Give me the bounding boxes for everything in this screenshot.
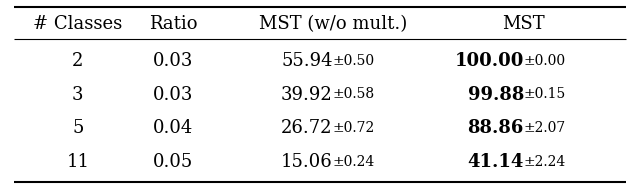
- Text: ±0.24: ±0.24: [333, 155, 375, 169]
- Text: ±0.15: ±0.15: [524, 88, 566, 101]
- Text: 11: 11: [67, 153, 90, 170]
- Text: Ratio: Ratio: [149, 15, 198, 33]
- Text: MST (w/o mult.): MST (w/o mult.): [259, 15, 407, 33]
- Text: 5: 5: [72, 119, 84, 137]
- Text: ±0.58: ±0.58: [333, 88, 375, 101]
- Text: 0.05: 0.05: [154, 153, 193, 170]
- Text: ±0.72: ±0.72: [333, 121, 375, 135]
- Text: 0.04: 0.04: [154, 119, 193, 137]
- Text: # Classes: # Classes: [33, 15, 122, 33]
- Text: 39.92: 39.92: [281, 85, 333, 104]
- Text: 88.86: 88.86: [468, 119, 524, 137]
- Text: 15.06: 15.06: [281, 153, 333, 170]
- Text: MST: MST: [502, 15, 545, 33]
- Text: 55.94: 55.94: [281, 52, 333, 70]
- Text: 100.00: 100.00: [454, 52, 524, 70]
- Text: 2: 2: [72, 52, 84, 70]
- Text: 99.88: 99.88: [468, 85, 524, 104]
- Text: ±0.00: ±0.00: [524, 54, 566, 68]
- Text: 3: 3: [72, 85, 84, 104]
- Text: ±0.50: ±0.50: [333, 54, 375, 68]
- Text: 0.03: 0.03: [153, 85, 194, 104]
- Text: 41.14: 41.14: [468, 153, 524, 170]
- Text: ±2.07: ±2.07: [524, 121, 566, 135]
- Text: ±2.24: ±2.24: [524, 155, 566, 169]
- Text: 26.72: 26.72: [281, 119, 333, 137]
- Text: 0.03: 0.03: [153, 52, 194, 70]
